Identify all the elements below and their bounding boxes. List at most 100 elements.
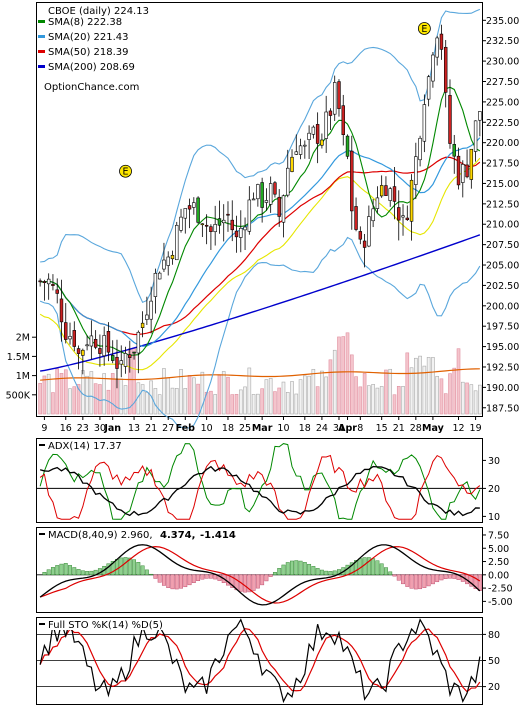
x-tick-label: 24 bbox=[316, 423, 328, 434]
macd-histogram-bar bbox=[315, 568, 320, 576]
macd-histogram-bar bbox=[144, 569, 149, 576]
volume-y-tick-label: 2M bbox=[16, 333, 30, 344]
legend-entry: SMA(50) 218.39 bbox=[48, 47, 129, 58]
volume-bar bbox=[354, 376, 358, 415]
candle-body bbox=[166, 256, 170, 266]
macd-panel-y-tick-label: 2.50 bbox=[488, 557, 509, 568]
adx-line bbox=[39, 465, 480, 517]
sma50-line bbox=[40, 156, 481, 336]
volume-bar bbox=[290, 381, 294, 415]
volume-bar bbox=[68, 388, 72, 415]
candle-body bbox=[401, 215, 405, 218]
bollinger-lower-line bbox=[39, 236, 481, 429]
x-tick-label: Mar bbox=[252, 423, 273, 434]
macd-histogram-bar bbox=[55, 565, 60, 576]
macd-histogram-bar bbox=[68, 565, 72, 576]
candle-body bbox=[145, 314, 149, 320]
macd-panel-frame bbox=[36, 527, 483, 613]
price-y-tick-label: 207.50 bbox=[486, 240, 519, 251]
macd-histogram-bar bbox=[247, 574, 252, 593]
macd-title: MACD(8,40,9) 2.960, bbox=[48, 530, 153, 541]
candle-body bbox=[59, 298, 64, 323]
macd-histogram-bar bbox=[243, 574, 248, 593]
adx-panel-y-tick-label: 10 bbox=[488, 512, 500, 523]
price-y-tick-label: 190.00 bbox=[486, 383, 519, 394]
candle-body bbox=[277, 196, 281, 217]
sma8-line bbox=[40, 86, 481, 356]
legend-entry: SMA(200) 208.69 bbox=[48, 62, 135, 73]
sto-panel-y-tick-label: 20 bbox=[488, 682, 500, 693]
macd-histogram-bar bbox=[115, 559, 119, 576]
macd-histogram-bar bbox=[183, 574, 188, 588]
macd-histogram-bar bbox=[375, 560, 380, 576]
candle-body bbox=[98, 348, 102, 354]
candle-body bbox=[111, 355, 115, 361]
volume-bar bbox=[72, 386, 77, 415]
volume-bar bbox=[221, 371, 226, 415]
volume-bar bbox=[349, 354, 354, 415]
volume-bar bbox=[277, 387, 282, 415]
candle-body bbox=[350, 150, 354, 212]
volume-bar bbox=[473, 390, 478, 415]
candle-body bbox=[226, 213, 230, 216]
candle-body bbox=[367, 216, 371, 247]
x-tick-label: 21 bbox=[145, 423, 157, 434]
earnings-marker-label: E bbox=[123, 167, 129, 178]
candle-body bbox=[64, 322, 68, 340]
volume-bar bbox=[153, 388, 158, 415]
candle-body bbox=[397, 207, 401, 221]
minus-di-line bbox=[39, 454, 481, 520]
sto-k-line bbox=[39, 618, 481, 704]
candle-body bbox=[42, 281, 47, 284]
volume-bar bbox=[298, 379, 303, 415]
candle-body bbox=[183, 208, 187, 219]
candle-body bbox=[85, 344, 89, 347]
x-tick-label: 19 bbox=[470, 423, 482, 434]
sto-d-line bbox=[39, 628, 481, 693]
volume-bar bbox=[192, 377, 196, 415]
macd-histogram-bar bbox=[179, 574, 183, 589]
legend-entry: SMA(20) 221.43 bbox=[48, 32, 129, 43]
volume-bar bbox=[234, 394, 239, 415]
volume-bar bbox=[46, 373, 51, 415]
volume-bar bbox=[102, 373, 106, 415]
volume-bar bbox=[170, 387, 175, 415]
macd-histogram-bar bbox=[251, 574, 256, 591]
macd-histogram-bar bbox=[268, 574, 273, 577]
candle-body bbox=[179, 216, 183, 231]
volume-bar bbox=[384, 369, 388, 415]
volume-bar bbox=[401, 386, 405, 415]
candle-body bbox=[72, 330, 76, 347]
volume-bar bbox=[435, 376, 439, 415]
volume-bar bbox=[187, 375, 192, 415]
x-tick-label: 30 bbox=[94, 423, 106, 434]
macd-histogram-bar bbox=[366, 557, 371, 576]
volume-bar bbox=[465, 382, 469, 415]
candle-body bbox=[414, 156, 418, 185]
volume-bar bbox=[38, 382, 42, 415]
sto-title: Full STO %K(14) %D(5) bbox=[48, 620, 163, 631]
volume-bar bbox=[238, 389, 243, 415]
macd-signal-line bbox=[39, 546, 481, 604]
volume-bar bbox=[320, 370, 324, 415]
adx-panel-y-tick-label: 30 bbox=[488, 456, 500, 467]
candle-body bbox=[388, 188, 392, 201]
price-chart-title: CBOE (daily) 224.13 bbox=[48, 6, 149, 17]
volume-bar bbox=[76, 384, 81, 415]
candle-body bbox=[213, 224, 217, 233]
volume-bar bbox=[200, 371, 205, 415]
macd-histogram-bar bbox=[166, 574, 171, 588]
volume-bar bbox=[405, 352, 410, 415]
candle-body bbox=[256, 184, 260, 200]
macd-histogram-bar bbox=[272, 572, 277, 576]
macd-histogram-bar bbox=[149, 573, 154, 576]
candle-body bbox=[409, 179, 414, 222]
macd-histogram-bar bbox=[196, 574, 201, 582]
macd-histogram-bar bbox=[285, 562, 290, 576]
price-y-tick-label: 202.50 bbox=[486, 281, 519, 292]
macd-histogram-bar bbox=[371, 558, 376, 576]
volume-bar bbox=[273, 391, 277, 415]
macd-histogram-bar bbox=[136, 562, 141, 576]
candle-body bbox=[375, 197, 380, 209]
price-y-tick-label: 210.00 bbox=[486, 220, 519, 231]
